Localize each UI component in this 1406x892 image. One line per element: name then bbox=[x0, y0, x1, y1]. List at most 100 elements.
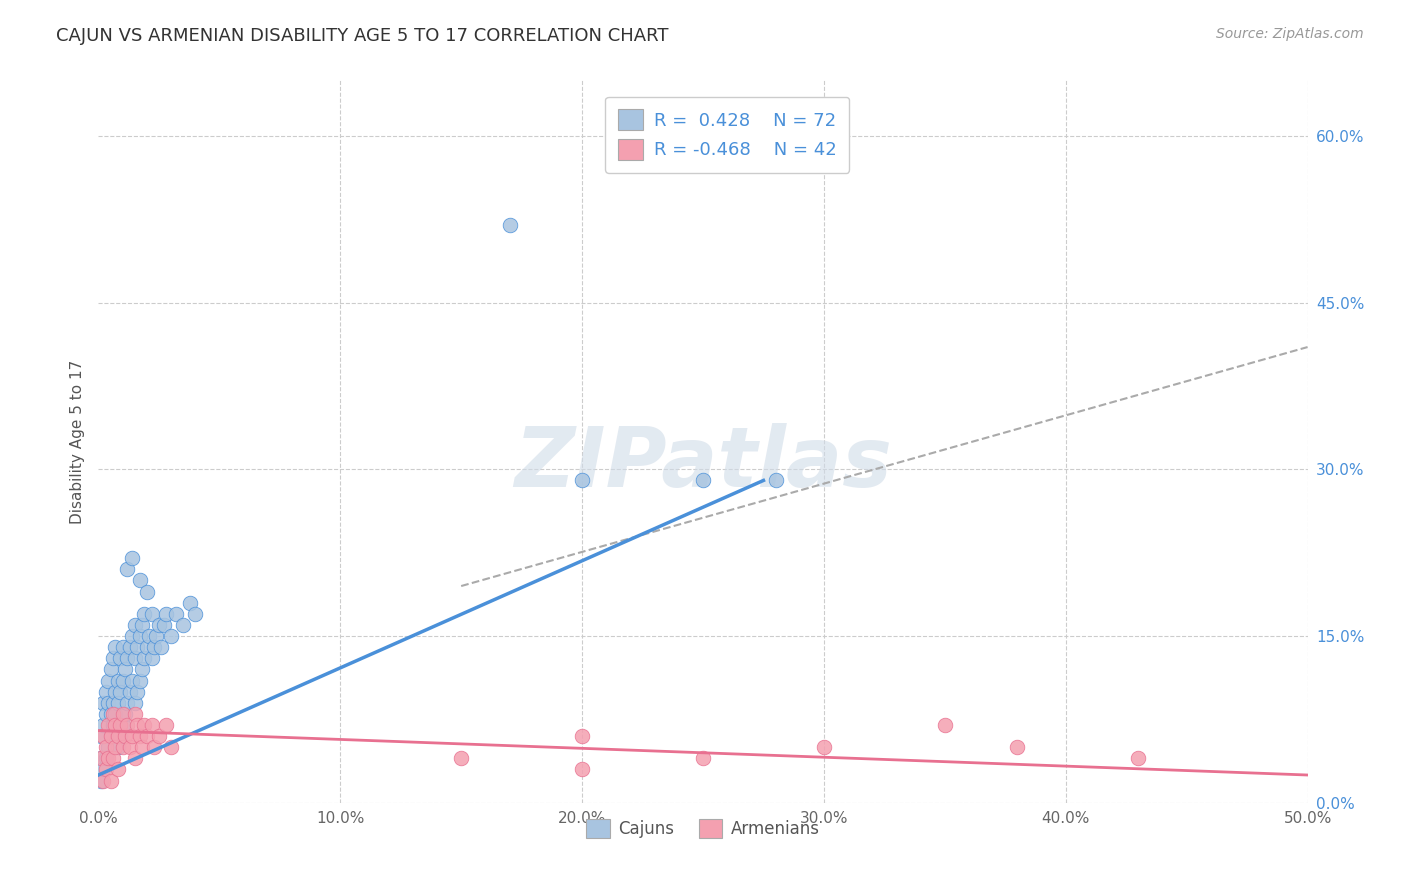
Point bbox=[111, 673, 134, 688]
Point bbox=[765, 474, 787, 488]
Point bbox=[108, 684, 131, 698]
Point bbox=[152, 618, 174, 632]
Point bbox=[131, 618, 153, 632]
Point bbox=[118, 684, 141, 698]
Point bbox=[143, 640, 166, 655]
Point bbox=[100, 729, 122, 743]
Point bbox=[100, 662, 122, 676]
Point bbox=[94, 740, 117, 755]
Point bbox=[155, 718, 177, 732]
Point bbox=[134, 651, 156, 665]
Point bbox=[450, 751, 472, 765]
Point bbox=[94, 684, 117, 698]
Point bbox=[114, 662, 136, 676]
Point bbox=[127, 684, 149, 698]
Point bbox=[101, 751, 124, 765]
Point bbox=[111, 640, 134, 655]
Point bbox=[117, 562, 139, 576]
Point bbox=[124, 696, 146, 710]
Point bbox=[184, 607, 207, 621]
Point bbox=[107, 729, 129, 743]
Point bbox=[107, 696, 129, 710]
Text: Source: ZipAtlas.com: Source: ZipAtlas.com bbox=[1216, 27, 1364, 41]
Point bbox=[134, 718, 156, 732]
Point bbox=[148, 729, 170, 743]
Point bbox=[571, 763, 593, 777]
Legend: Cajuns, Armenians: Cajuns, Armenians bbox=[579, 813, 827, 845]
Point bbox=[108, 651, 131, 665]
Point bbox=[813, 740, 835, 755]
Point bbox=[104, 684, 127, 698]
Point bbox=[134, 607, 156, 621]
Point bbox=[498, 218, 520, 232]
Point bbox=[135, 640, 157, 655]
Point bbox=[114, 706, 136, 721]
Point bbox=[97, 751, 120, 765]
Point bbox=[1128, 751, 1150, 765]
Point bbox=[94, 763, 117, 777]
Point bbox=[121, 729, 143, 743]
Point bbox=[131, 662, 153, 676]
Point bbox=[124, 651, 146, 665]
Point bbox=[692, 751, 714, 765]
Point bbox=[155, 607, 177, 621]
Point bbox=[143, 740, 166, 755]
Point bbox=[100, 706, 122, 721]
Point bbox=[101, 718, 124, 732]
Point bbox=[111, 740, 134, 755]
Point bbox=[121, 551, 143, 566]
Point bbox=[90, 729, 112, 743]
Point bbox=[108, 718, 131, 732]
Point bbox=[128, 629, 150, 643]
Point bbox=[127, 640, 149, 655]
Point bbox=[128, 673, 150, 688]
Point bbox=[101, 706, 124, 721]
Point bbox=[107, 740, 129, 755]
Text: CAJUN VS ARMENIAN DISABILITY AGE 5 TO 17 CORRELATION CHART: CAJUN VS ARMENIAN DISABILITY AGE 5 TO 17… bbox=[56, 27, 669, 45]
Point bbox=[90, 751, 112, 765]
Point bbox=[107, 673, 129, 688]
Point bbox=[571, 729, 593, 743]
Point bbox=[117, 696, 139, 710]
Point bbox=[104, 718, 127, 732]
Point bbox=[138, 629, 160, 643]
Point bbox=[91, 773, 114, 788]
Point bbox=[145, 629, 167, 643]
Point bbox=[150, 640, 173, 655]
Point bbox=[128, 729, 150, 743]
Point bbox=[121, 629, 143, 643]
Point bbox=[101, 696, 124, 710]
Point bbox=[104, 740, 127, 755]
Point bbox=[124, 751, 146, 765]
Point bbox=[100, 773, 122, 788]
Point bbox=[94, 706, 117, 721]
Point bbox=[97, 718, 120, 732]
Point bbox=[141, 718, 163, 732]
Point bbox=[94, 751, 117, 765]
Point bbox=[571, 474, 593, 488]
Point bbox=[91, 763, 114, 777]
Point bbox=[124, 706, 146, 721]
Point bbox=[172, 618, 194, 632]
Point bbox=[111, 718, 134, 732]
Point bbox=[91, 718, 114, 732]
Point bbox=[97, 696, 120, 710]
Point bbox=[90, 773, 112, 788]
Point bbox=[160, 740, 183, 755]
Point bbox=[141, 607, 163, 621]
Point bbox=[104, 706, 127, 721]
Point bbox=[101, 651, 124, 665]
Point bbox=[111, 706, 134, 721]
Point bbox=[692, 474, 714, 488]
Point bbox=[128, 574, 150, 588]
Y-axis label: Disability Age 5 to 17: Disability Age 5 to 17 bbox=[69, 359, 84, 524]
Point bbox=[141, 651, 163, 665]
Point bbox=[100, 729, 122, 743]
Point bbox=[104, 640, 127, 655]
Point bbox=[148, 618, 170, 632]
Point bbox=[117, 718, 139, 732]
Point bbox=[1007, 740, 1029, 755]
Point bbox=[179, 596, 201, 610]
Text: ZIPatlas: ZIPatlas bbox=[515, 423, 891, 504]
Point bbox=[135, 729, 157, 743]
